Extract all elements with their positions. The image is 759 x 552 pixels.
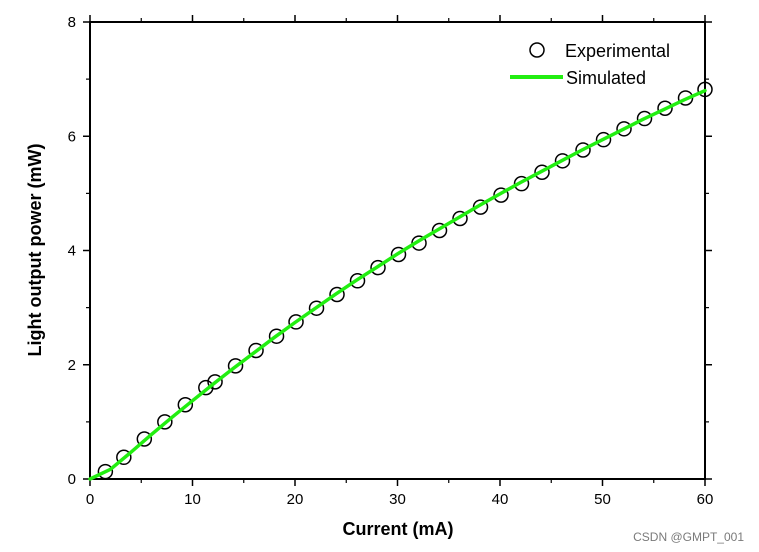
experimental-point xyxy=(534,164,550,180)
experimental-point xyxy=(136,431,153,447)
legend: Experimental Simulated xyxy=(510,41,670,88)
experimental-point xyxy=(554,153,571,169)
x-tick-label: 40 xyxy=(492,491,509,508)
experimental-point xyxy=(97,463,114,480)
x-tick-label: 0 xyxy=(86,491,94,508)
y-tick-label: 4 xyxy=(68,243,76,260)
x-axis-title: Current (mA) xyxy=(343,519,454,539)
y-tick-label: 8 xyxy=(68,14,76,31)
x-tick-label: 30 xyxy=(389,491,406,508)
x-tick-label: 10 xyxy=(184,491,201,508)
experimental-point xyxy=(349,273,366,289)
y-tick-label: 2 xyxy=(68,357,76,374)
experimental-point xyxy=(616,121,632,137)
experimental-point xyxy=(575,142,591,158)
simulated-line xyxy=(88,88,707,481)
experimental-point xyxy=(431,222,448,239)
watermark-text: CSDN @GMPT_001 xyxy=(633,530,744,544)
experimental-point xyxy=(329,286,345,303)
legend-simulated-label: Simulated xyxy=(566,68,646,88)
experimental-point xyxy=(595,131,612,148)
experimental-point xyxy=(157,414,173,430)
series-layer xyxy=(88,81,713,481)
experimental-point xyxy=(452,210,468,227)
y-tick-label: 0 xyxy=(68,471,76,488)
experimental-point xyxy=(636,110,653,127)
experimental-point xyxy=(370,259,386,276)
experimental-point xyxy=(227,358,244,374)
experimental-point xyxy=(198,379,214,396)
legend-experimental-marker-icon xyxy=(529,42,545,58)
experimental-point xyxy=(390,246,407,263)
axis-ticks: 0 10 20 30 40 50 60 0 2 4 6 8 xyxy=(68,14,714,508)
experimental-point xyxy=(116,449,132,466)
experimental-point xyxy=(657,100,673,117)
experimental-point xyxy=(697,81,713,98)
experimental-point xyxy=(207,374,223,390)
experimental-point xyxy=(493,187,509,203)
experimental-point xyxy=(308,300,325,316)
experimental-point xyxy=(268,328,285,344)
y-tick-label: 6 xyxy=(68,128,76,145)
experimental-point xyxy=(248,342,264,359)
legend-experimental-label: Experimental xyxy=(565,41,670,61)
x-tick-label: 60 xyxy=(697,491,714,508)
experimental-point xyxy=(513,175,530,192)
x-tick-label: 20 xyxy=(287,491,304,508)
experimental-point xyxy=(288,314,304,330)
y-axis-title: Light output power (mW) xyxy=(25,144,45,357)
experimental-point xyxy=(177,396,194,413)
x-tick-label: 50 xyxy=(594,491,611,508)
